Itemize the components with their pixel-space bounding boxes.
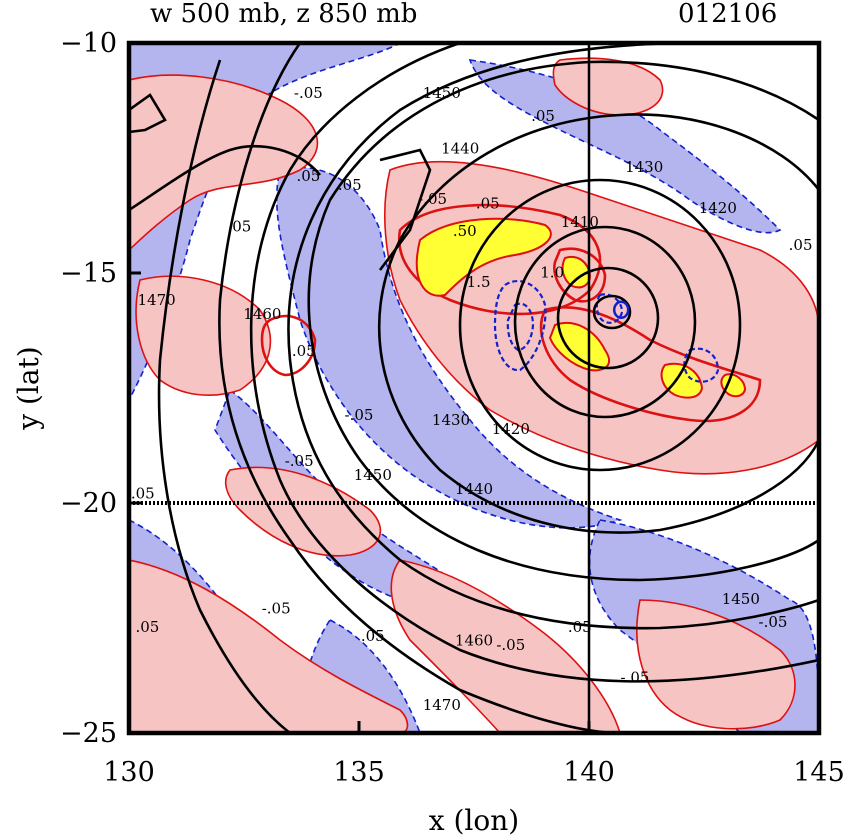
z-contour-label: 1410 (561, 213, 599, 231)
w-neg-contour (493, 279, 547, 372)
strong-updraft-fill (415, 217, 747, 399)
pos-w-region (224, 466, 382, 557)
contour-labels: 1450 1440 1430 1420 1410 1430 1420 1440 1450 1460… (131, 84, 813, 714)
z-contour-label: 1420 (492, 420, 530, 438)
w-contour-label: .05 (789, 236, 813, 254)
w-contour-label: -.05 (621, 668, 650, 686)
w-contour-label: .05 (531, 107, 555, 125)
updraft-core (415, 217, 552, 297)
w-contour-label: 1.0 (540, 264, 564, 282)
chart-title-right: 012106 (678, 0, 777, 29)
w-contour-label: .05 (292, 342, 316, 360)
w-contour (539, 306, 762, 423)
w-contour (260, 314, 317, 377)
z-contour-label: 1430 (625, 158, 663, 176)
w-contour-label: .05 (296, 167, 320, 185)
w-contour-label: .05 (568, 618, 592, 636)
w-contour-label: .50 (453, 222, 477, 240)
z-contour (513, 225, 697, 419)
axis-ticks: 130 135 140 145 −10 −15 −20 −25 (60, 28, 845, 788)
w-contour-label: .05 (131, 484, 155, 502)
z-contour-label: 1450 (423, 84, 461, 102)
w-neg-contour (595, 293, 624, 324)
x-tick-label: 135 (333, 757, 385, 788)
y-tick-label: −20 (60, 488, 117, 519)
y-tick-label: −10 (60, 28, 117, 59)
plot-area: 1450 1440 1430 1420 1410 1430 1420 1440 1450 1460… (129, 43, 819, 733)
y-tick-label: −25 (60, 718, 117, 749)
z-contour-label: 1430 (432, 411, 470, 429)
w-contour-label: -.05 (294, 84, 323, 102)
z-contour (218, 43, 621, 733)
w-contour-label: .05 (338, 176, 362, 194)
updraft-core (660, 362, 704, 399)
w-contour-label: .05 (227, 218, 251, 236)
w-contour-label: .05 (135, 618, 159, 636)
w-neg-contour (506, 302, 535, 352)
updraft-core (561, 256, 592, 289)
w-contour-label: -.05 (345, 406, 374, 424)
storm-center-icon (612, 300, 630, 320)
z-contour-label: 1470 (423, 696, 461, 714)
w-contour-label: -.05 (262, 599, 291, 617)
z-contour (556, 266, 660, 370)
y-tick-label: −15 (60, 258, 117, 289)
z-contour-label: 1420 (699, 199, 737, 217)
z-contour-label: 1470 (138, 291, 176, 309)
updraft-core (720, 373, 747, 398)
updraft-core (548, 322, 610, 372)
w-contour-label: -.05 (759, 613, 788, 631)
x-tick-label: 145 (793, 757, 845, 788)
chart-title-left: w 500 mb, z 850 mb (150, 0, 417, 29)
w-contour-label: -.05 (418, 190, 447, 208)
z-contour-label: 1440 (455, 480, 493, 498)
pos-w-region (129, 559, 409, 733)
z-contour (287, 43, 819, 630)
z-contour-label: 1450 (722, 590, 760, 608)
w-contour-label: -.05 (285, 452, 314, 470)
z-contour (157, 59, 291, 733)
z-contour (129, 144, 322, 212)
z-contour-label: 1450 (354, 466, 392, 484)
z-contour-label: 1460 (243, 305, 281, 323)
z-contour (307, 60, 819, 582)
pos-w-region (129, 74, 319, 252)
z-contour (378, 148, 432, 271)
z-contour (592, 294, 632, 330)
z-contour-label: 1460 (455, 632, 493, 650)
x-tick-label: 130 (103, 757, 155, 788)
z-contour (249, 43, 819, 683)
neg-w-region (275, 166, 623, 529)
w-neg-contour (683, 347, 720, 383)
x-axis-label: x (lon) (429, 804, 519, 837)
downdraft-contours (493, 279, 720, 383)
x-tick-label: 140 (563, 757, 615, 788)
z-contour (129, 93, 167, 134)
height-contours (129, 43, 819, 733)
z-contour (377, 113, 819, 534)
w-contour-label: 1.5 (467, 273, 491, 291)
z-contour-label: 1440 (441, 139, 479, 157)
plot-frame (126, 40, 822, 736)
y-axis-label: y (lat) (12, 346, 45, 430)
w-contour-label: -.05 (496, 636, 525, 654)
w-contour-label: .05 (361, 627, 385, 645)
z-contour (458, 178, 742, 472)
w-contour-label: .05 (476, 195, 500, 213)
